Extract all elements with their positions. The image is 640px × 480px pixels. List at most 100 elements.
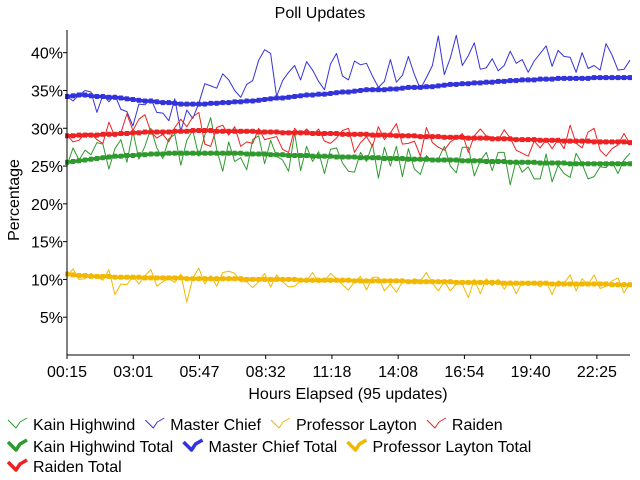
- data-point: [280, 152, 285, 158]
- data-point: [142, 152, 147, 158]
- data-point: [388, 86, 393, 92]
- data-point: [310, 131, 315, 136]
- legend-item-kain-highwind: Kain Highwind: [7, 417, 135, 434]
- data-point: [226, 100, 231, 106]
- data-point: [202, 101, 207, 107]
- data-point: [628, 161, 632, 167]
- data-point: [358, 155, 363, 161]
- data-point: [274, 95, 279, 101]
- data-point: [502, 78, 507, 84]
- data-point: [508, 280, 513, 286]
- data-point: [616, 282, 620, 288]
- data-point: [322, 153, 327, 159]
- legend-label: Kain Highwind Total: [33, 439, 173, 456]
- data-point: [514, 78, 519, 84]
- data-point: [442, 134, 447, 140]
- legend-item-professor-layton: Professor Layton: [270, 417, 417, 434]
- data-point: [136, 97, 141, 103]
- data-point: [526, 159, 531, 165]
- y-tick-label: 5%: [40, 310, 63, 327]
- data-point: [328, 131, 333, 136]
- data-point: [538, 160, 543, 166]
- data-point: [142, 129, 147, 135]
- chart-title: Poll Updates: [275, 5, 366, 22]
- data-point: [364, 155, 369, 161]
- series-raiden-total: [65, 128, 632, 146]
- data-point: [562, 160, 567, 166]
- data-point: [592, 161, 597, 167]
- data-point: [89, 156, 93, 162]
- data-point: [130, 274, 135, 280]
- y-tick-label: 15%: [31, 235, 63, 252]
- data-point: [328, 91, 333, 96]
- data-point: [460, 81, 465, 87]
- data-point: [154, 275, 159, 281]
- legend-item-kain-highwind-total: Kain Highwind Total: [6, 438, 173, 456]
- data-point: [340, 154, 345, 160]
- data-point: [532, 137, 537, 143]
- data-point: [430, 134, 435, 140]
- data-point: [220, 128, 225, 134]
- data-point: [370, 278, 375, 284]
- data-point: [256, 129, 261, 135]
- series-line-raiden: [66, 111, 631, 157]
- data-point: [538, 137, 543, 143]
- data-point: [514, 159, 519, 165]
- data-point: [622, 75, 626, 81]
- data-point: [400, 278, 405, 284]
- data-point: [562, 281, 567, 287]
- data-point: [574, 281, 579, 287]
- data-point: [112, 131, 117, 137]
- data-point: [172, 150, 177, 156]
- data-point: [328, 277, 333, 283]
- data-point: [286, 130, 291, 136]
- data-point: [166, 150, 171, 156]
- data-point: [532, 77, 537, 83]
- data-point: [304, 92, 309, 98]
- data-point: [190, 101, 195, 107]
- data-point: [370, 87, 375, 93]
- data-point: [562, 138, 567, 144]
- data-point: [448, 157, 453, 163]
- legend-label: Raiden Total: [33, 459, 122, 476]
- data-point: [178, 128, 183, 134]
- legend-label: Professor Layton: [296, 417, 417, 434]
- legend-item-master-chief: Master Chief: [144, 417, 262, 434]
- data-point: [244, 151, 249, 157]
- data-point: [334, 154, 339, 160]
- data-point: [430, 157, 435, 163]
- y-tick-label: 25%: [31, 159, 63, 176]
- data-point: [184, 128, 189, 134]
- legend-swatch: [426, 417, 447, 429]
- data-point: [256, 151, 261, 157]
- data-point: [610, 161, 614, 167]
- data-point: [460, 158, 465, 164]
- x-tick-label: 11:18: [313, 364, 352, 381]
- legend-label: Master Chief Total: [209, 439, 338, 456]
- data-point: [232, 99, 237, 105]
- data-point: [436, 134, 441, 140]
- data-point: [250, 151, 255, 157]
- data-point: [316, 153, 321, 159]
- data-point: [370, 155, 375, 161]
- data-point: [364, 278, 369, 284]
- data-point: [520, 280, 525, 286]
- data-point: [508, 159, 513, 165]
- data-point: [430, 279, 435, 285]
- data-point: [628, 282, 632, 288]
- legend-swatch: [144, 417, 165, 429]
- data-point: [154, 99, 159, 105]
- data-point: [592, 139, 597, 145]
- data-point: [358, 131, 363, 137]
- data-point: [346, 89, 351, 95]
- data-point: [262, 97, 267, 102]
- data-point: [412, 133, 417, 139]
- y-ticks: 5% 10% 15% 20% 25% 30% 35% 40%: [31, 46, 67, 327]
- series-line-master-chief: [66, 34, 631, 132]
- data-point: [490, 136, 495, 142]
- legend-label: Professor Layton Total: [372, 439, 531, 456]
- data-point: [376, 278, 381, 284]
- data-point: [346, 277, 351, 283]
- data-point: [430, 84, 435, 90]
- data-point: [208, 128, 213, 133]
